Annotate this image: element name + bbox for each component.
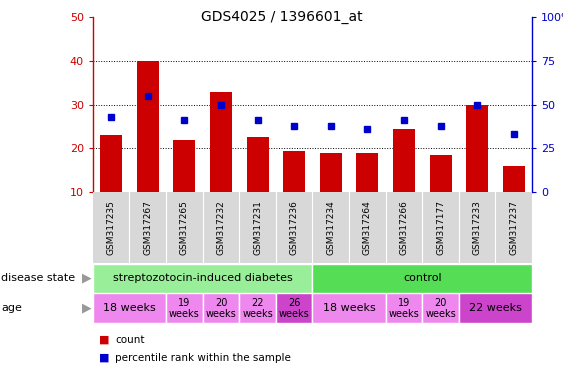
Text: streptozotocin-induced diabetes: streptozotocin-induced diabetes xyxy=(113,273,293,283)
Text: GSM317265: GSM317265 xyxy=(180,200,189,255)
Text: age: age xyxy=(1,303,22,313)
Bar xyxy=(166,192,203,263)
Bar xyxy=(173,140,195,192)
Bar xyxy=(503,166,525,192)
Text: GSM317233: GSM317233 xyxy=(473,200,481,255)
Text: disease state: disease state xyxy=(1,273,75,283)
Bar xyxy=(495,192,532,263)
Text: GSM317231: GSM317231 xyxy=(253,200,262,255)
Bar xyxy=(386,192,422,263)
Text: 18 weeks: 18 weeks xyxy=(323,303,376,313)
Bar xyxy=(312,192,349,263)
Bar xyxy=(459,293,532,323)
Bar xyxy=(276,293,312,323)
Bar xyxy=(393,129,415,192)
Bar xyxy=(239,192,276,263)
Text: GSM317264: GSM317264 xyxy=(363,200,372,255)
Text: control: control xyxy=(403,273,441,283)
Bar xyxy=(239,293,276,323)
Bar xyxy=(422,192,459,263)
Text: count: count xyxy=(115,335,145,345)
Bar xyxy=(466,104,488,192)
Text: GSM317236: GSM317236 xyxy=(290,200,298,255)
Bar xyxy=(320,153,342,192)
Text: ▶: ▶ xyxy=(82,302,92,315)
Text: GSM317266: GSM317266 xyxy=(400,200,408,255)
Text: ■: ■ xyxy=(99,335,109,345)
Bar xyxy=(386,293,422,323)
Bar xyxy=(137,61,159,192)
Text: GSM317232: GSM317232 xyxy=(217,200,225,255)
Bar xyxy=(312,264,532,293)
Bar xyxy=(283,151,305,192)
Bar xyxy=(422,293,459,323)
Bar xyxy=(356,153,378,192)
Bar xyxy=(93,264,312,293)
Bar xyxy=(312,293,386,323)
Bar xyxy=(100,135,122,192)
Bar xyxy=(203,293,239,323)
Text: 18 weeks: 18 weeks xyxy=(103,303,156,313)
Text: 19
weeks: 19 weeks xyxy=(169,298,200,319)
Bar xyxy=(247,137,269,192)
Text: 19
weeks: 19 weeks xyxy=(388,298,419,319)
Bar xyxy=(93,293,166,323)
Bar xyxy=(93,192,129,263)
Text: 22
weeks: 22 weeks xyxy=(242,298,273,319)
Text: percentile rank within the sample: percentile rank within the sample xyxy=(115,353,291,363)
Text: 20
weeks: 20 weeks xyxy=(425,298,456,319)
Text: GSM317234: GSM317234 xyxy=(327,200,335,255)
Bar xyxy=(430,155,452,192)
Bar xyxy=(166,293,203,323)
Bar xyxy=(203,192,239,263)
Text: GSM317237: GSM317237 xyxy=(510,200,518,255)
Bar xyxy=(459,192,495,263)
Text: GSM317177: GSM317177 xyxy=(436,200,445,255)
Text: 22 weeks: 22 weeks xyxy=(469,303,522,313)
Text: GSM317267: GSM317267 xyxy=(144,200,152,255)
Text: 20
weeks: 20 weeks xyxy=(205,298,236,319)
Text: ▶: ▶ xyxy=(82,272,92,285)
Bar xyxy=(349,192,386,263)
Text: 26
weeks: 26 weeks xyxy=(279,298,310,319)
Text: ■: ■ xyxy=(99,353,109,363)
Bar xyxy=(210,91,232,192)
Text: GSM317235: GSM317235 xyxy=(107,200,115,255)
Bar xyxy=(276,192,312,263)
Bar xyxy=(129,192,166,263)
Text: GDS4025 / 1396601_at: GDS4025 / 1396601_at xyxy=(200,10,363,23)
